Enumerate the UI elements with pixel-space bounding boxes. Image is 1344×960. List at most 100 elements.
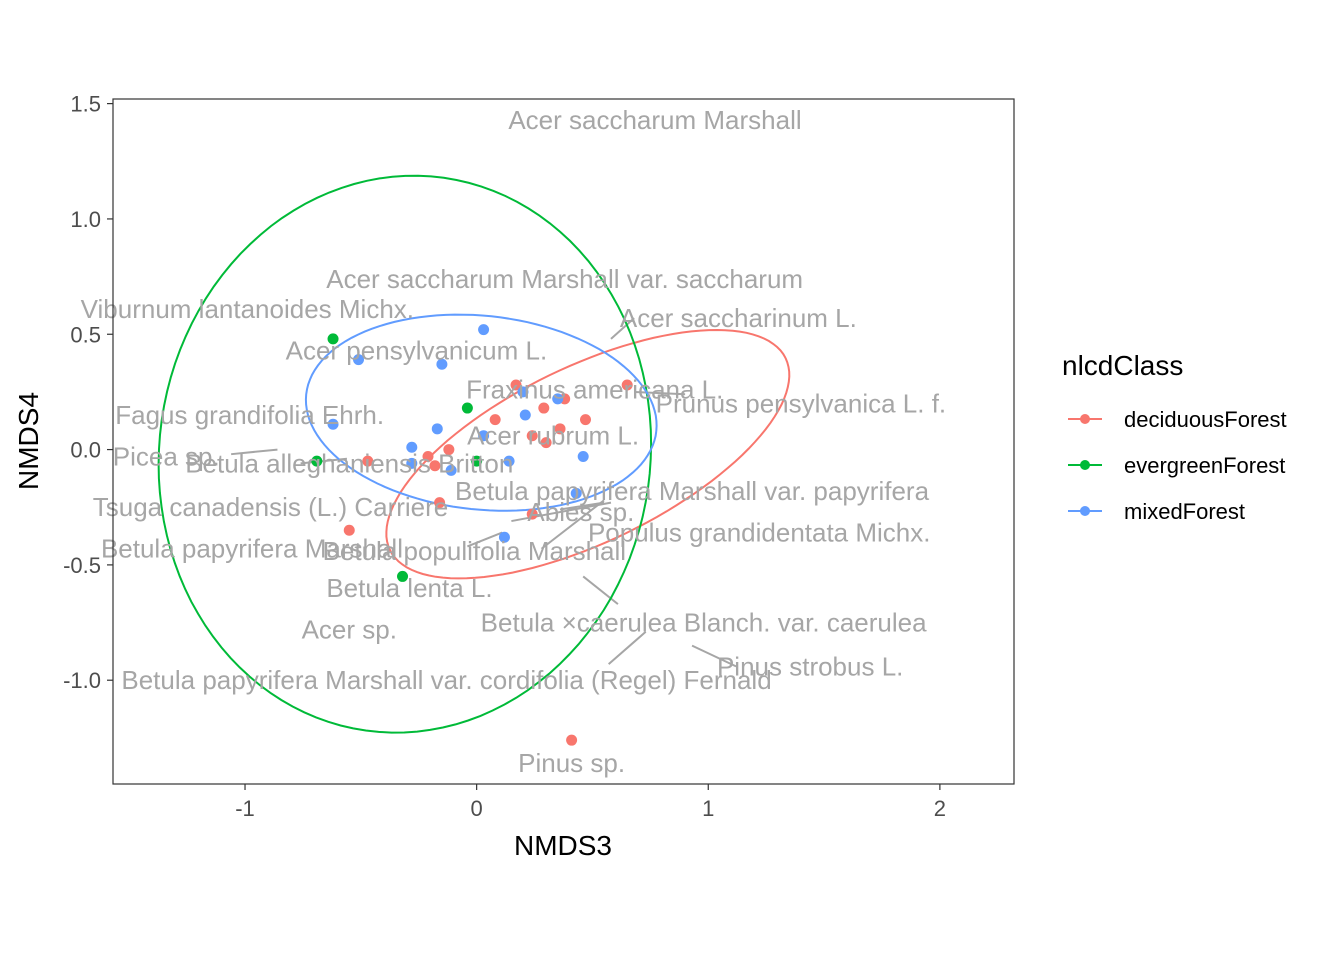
y-tick-label: 1.5 <box>70 92 101 117</box>
leader-line <box>634 390 686 396</box>
species-label: Acer saccharum Marshall <box>508 105 801 135</box>
species-label: Acer rubrum L. <box>467 421 639 451</box>
point-mixedForest <box>327 418 339 430</box>
point-deciduousForest <box>489 414 501 426</box>
point-mixedForest <box>436 358 448 370</box>
legend-key-point <box>1080 506 1090 516</box>
species-label: Pinus strobus L. <box>717 651 903 681</box>
point-mixedForest <box>445 464 457 476</box>
leader-line <box>467 531 503 548</box>
point-deciduousForest <box>443 444 455 456</box>
legend-label: mixedForest <box>1124 499 1245 524</box>
legend-key-point <box>1080 414 1090 424</box>
point-deciduousForest <box>621 379 633 391</box>
species-label: Betula papyrifera Marshall var. papyrife… <box>455 476 930 506</box>
leader-line <box>608 631 647 665</box>
point-deciduousForest <box>343 524 355 536</box>
point-deciduousForest <box>422 450 434 462</box>
point-mixedForest <box>431 423 443 435</box>
species-label: Tsuga canadensis (L.) Carriere <box>93 492 449 522</box>
x-axis-title: NMDS3 <box>514 830 612 861</box>
legend-title: nlcdClass <box>1062 350 1183 381</box>
point-deciduousForest <box>526 430 538 442</box>
point-evergreenForest <box>327 333 339 345</box>
leader-line <box>511 501 612 523</box>
species-label: Fraxinus americana L. <box>466 375 723 405</box>
legend-label: evergreenForest <box>1124 453 1285 478</box>
point-deciduousForest <box>554 423 566 435</box>
y-tick-label: 0.0 <box>70 438 101 463</box>
ellipse-mixedForest <box>304 313 658 512</box>
x-tick-label: 1 <box>702 796 714 821</box>
x-tick-label: 2 <box>934 796 946 821</box>
species-label: Betula papyrifera Marshall <box>101 534 403 564</box>
point-deciduousForest <box>362 455 374 467</box>
x-tick-label: 0 <box>471 796 483 821</box>
legend-item-mixed-forest: mixedForest <box>1068 499 1245 524</box>
point-mixedForest <box>498 531 510 543</box>
leader-line <box>582 575 619 605</box>
point-evergreenForest <box>311 455 323 467</box>
point-mixedForest <box>478 430 490 442</box>
species-label: Fagus grandifolia Ehrh. <box>115 400 384 430</box>
legend-item-deciduous-forest: deciduousForest <box>1068 407 1287 432</box>
species-label: Viburnum lantanoides Michx. <box>81 294 414 324</box>
legend-key-point <box>1080 460 1090 470</box>
point-mixedForest <box>519 409 531 421</box>
y-tick-label: 0.5 <box>70 322 101 347</box>
plot-panel-border <box>112 98 1015 785</box>
y-tick-label: -1.0 <box>63 668 101 693</box>
species-label: Betula ×caerulea Blanch. var. caerulea <box>481 608 927 638</box>
data-points <box>311 324 633 746</box>
leader-line <box>610 317 635 340</box>
point-deciduousForest <box>526 508 538 520</box>
point-deciduousForest <box>580 414 592 426</box>
species-label: Acer sp. <box>302 614 397 644</box>
species-label: Betula papyrifera Marshall var. cordifol… <box>121 665 771 695</box>
ellipse-evergreenForest <box>157 174 653 734</box>
point-evergreenForest <box>461 402 473 414</box>
point-mixedForest <box>517 386 529 398</box>
ellipse-deciduousForest <box>385 328 791 580</box>
y-tick-label: -0.5 <box>63 553 101 578</box>
y-tick-label: 1.0 <box>70 207 101 232</box>
point-deciduousForest <box>510 379 522 391</box>
x-axis: -1 0 1 2 <box>235 784 946 821</box>
x-tick-label: -1 <box>235 796 255 821</box>
leader-line <box>231 448 278 456</box>
leader-line <box>691 644 737 668</box>
leader-line <box>540 499 605 550</box>
point-mixedForest <box>406 441 418 453</box>
point-mixedForest <box>503 455 515 467</box>
species-label: Populus grandidentata Michx. <box>588 518 931 548</box>
species-label: Picea sp. <box>113 441 220 471</box>
point-deciduousForest <box>566 734 578 746</box>
species-label: Betula lenta L. <box>326 573 492 603</box>
legend-item-evergreen-forest: evergreenForest <box>1068 453 1285 478</box>
species-label: Acer saccharinum L. <box>620 303 857 333</box>
species-label: Betula alleghaniensis Britton <box>185 448 513 478</box>
species-label: Betula populifolia Marshall <box>323 536 627 566</box>
y-axis-title: NMDS4 <box>13 392 44 490</box>
species-label: Pinus sp. <box>518 748 625 778</box>
point-mixedForest <box>570 487 582 499</box>
point-evergreenForest <box>471 455 483 467</box>
point-mixedForest <box>478 324 490 336</box>
point-mixedForest <box>577 450 589 462</box>
y-axis: -1.0 -0.5 0.0 0.5 1.0 1.5 <box>63 92 113 693</box>
species-label: Prunus pensylvanica L. f. <box>656 388 947 418</box>
point-deciduousForest <box>538 402 550 414</box>
species-label: Abies sp. <box>527 497 634 527</box>
legend: nlcdClass deciduousForest evergreenFores… <box>1062 350 1287 524</box>
point-mixedForest <box>353 354 365 366</box>
point-mixedForest <box>552 393 564 405</box>
species-label: Acer saccharum Marshall var. saccharum <box>326 264 803 294</box>
leader-line <box>559 501 605 511</box>
ellipses <box>157 174 791 734</box>
point-deciduousForest <box>434 497 446 509</box>
point-deciduousForest <box>540 437 552 449</box>
point-evergreenForest <box>397 570 409 582</box>
point-deciduousForest <box>429 460 441 472</box>
